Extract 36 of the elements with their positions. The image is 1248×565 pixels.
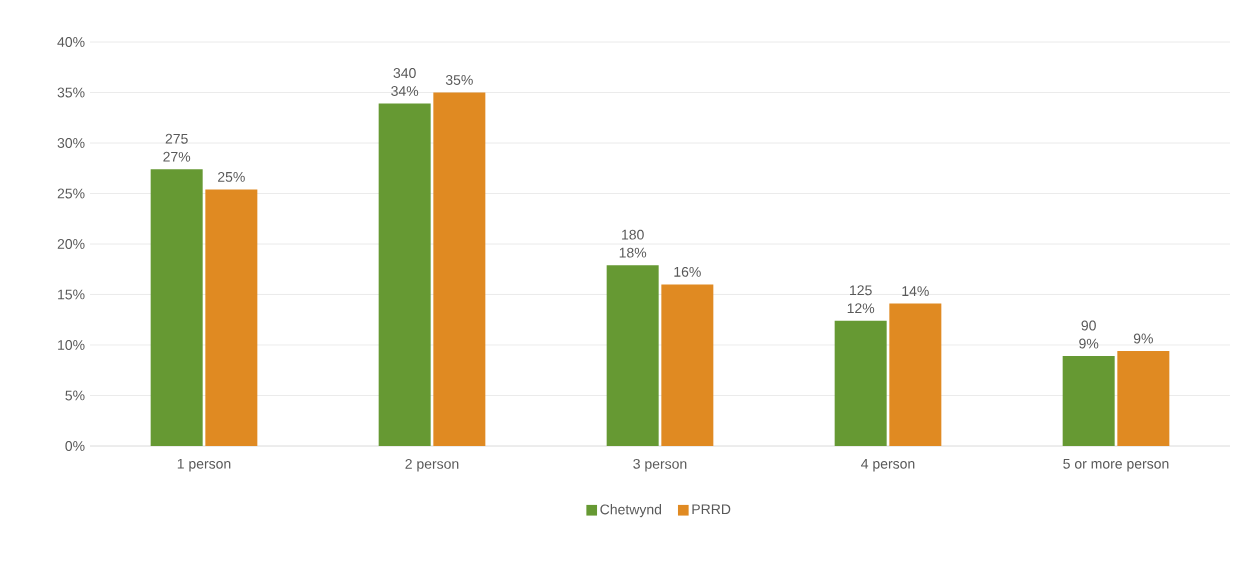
x-tick-label: 3 person [633,458,687,472]
x-tick-label: 5 or more person [1063,458,1169,472]
bar [889,303,942,446]
y-tick-label: 40% [57,37,85,47]
legend-label: Chetwynd [600,504,662,518]
bar [834,320,887,446]
data-label: 125 12% [847,285,875,314]
data-label: 25% [218,171,245,182]
bar [433,92,486,446]
bar [1117,351,1170,446]
x-tick-label: 4 person [861,458,915,472]
y-tick-label: 5% [65,390,85,401]
data-label: 9% [1133,333,1153,344]
bar [606,265,659,446]
x-tick-label: 2 person [405,458,459,472]
y-tick-label: 25% [57,188,85,199]
data-label: 90 9% [1079,320,1099,349]
data-label: 16% [674,266,701,277]
y-tick-label: 30% [57,138,85,148]
bar [378,103,431,446]
data-label: 180 18% [619,229,647,258]
bar [661,284,714,446]
y-tick-label: 0% [65,441,85,451]
bar [150,169,203,446]
bar [205,189,258,446]
x-tick-label: 1 person [177,458,231,472]
legend-label: PRRD [692,504,731,515]
data-label: 275 27% [163,133,191,162]
data-label: 35% [445,75,473,85]
y-tick-label: 35% [57,87,85,98]
y-tick-label: 20% [57,239,85,249]
y-tick-label: 10% [58,340,85,350]
y-tick-label: 15% [58,289,85,300]
bar [1062,356,1115,446]
data-label: 14% [902,286,929,296]
data-label: 340 34% [391,68,419,97]
